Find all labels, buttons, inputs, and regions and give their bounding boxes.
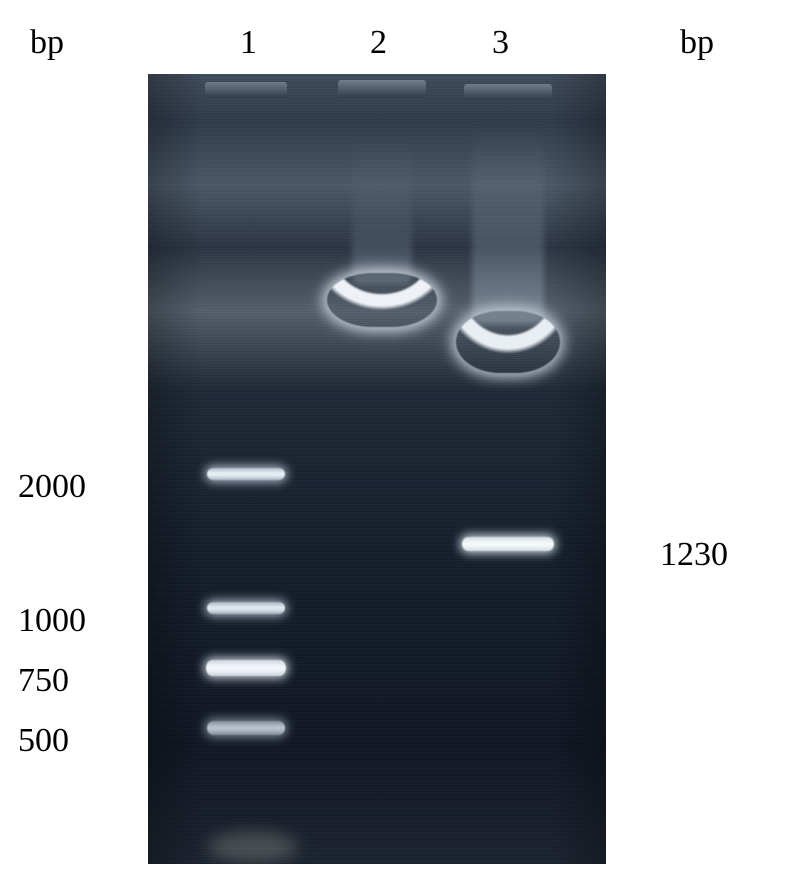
gel-image — [148, 74, 606, 864]
marker-1000: 1000 — [18, 602, 86, 640]
gel-vignette — [148, 74, 606, 864]
bp-right-label: bp — [680, 24, 714, 62]
marker-2000: 2000 — [18, 468, 86, 506]
lane-1-label: 1 — [240, 24, 257, 62]
lane-2-label: 2 — [370, 24, 387, 62]
bp-left-label: bp — [30, 24, 64, 62]
lane-3-label: 3 — [492, 24, 509, 62]
marker-500: 500 — [18, 722, 69, 760]
marker-1230: 1230 — [660, 536, 728, 574]
marker-750: 750 — [18, 662, 69, 700]
